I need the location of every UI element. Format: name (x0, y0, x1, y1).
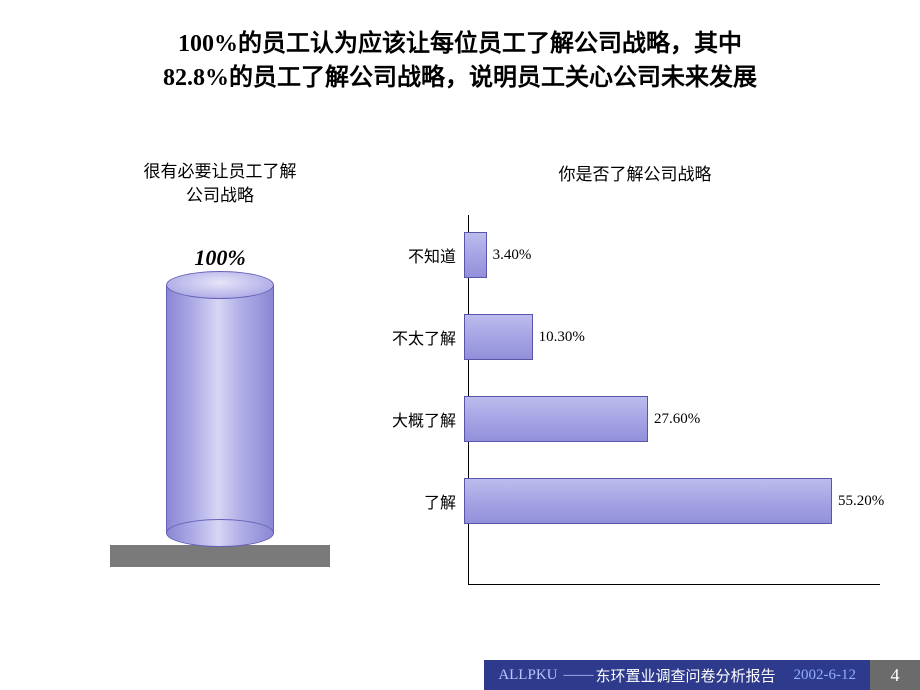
hbar-row: 大概了解 27.60% (380, 389, 890, 449)
hbar-category-label: 不知道 (380, 243, 464, 267)
left-title-line2: 公司战略 (186, 186, 254, 205)
cylinder (166, 257, 274, 561)
hbar-row: 了解 55.20% (380, 471, 890, 531)
footer-report: 东环置业调查问卷分析报告 (595, 665, 775, 686)
footer: ALLPKU —— 东环置业调查问卷分析报告 2002-6-12 4 (484, 660, 920, 690)
charts-area: 很有必要让员工了解 公司战略 100% 你是否了解公司战略 不知道 3.40% 不太… (0, 160, 920, 620)
cylinder-wrap: 100% (130, 245, 310, 585)
left-title-line1: 很有必要让员工了解 (144, 162, 297, 181)
hbar-bar (464, 478, 832, 524)
hbar-value-label: 27.60% (654, 411, 700, 428)
footer-main: ALLPKU —— 东环置业调查问卷分析报告 2002-6-12 (484, 660, 870, 690)
hbar-category-label: 了解 (380, 489, 464, 513)
hbar-row: 不太了解 10.30% (380, 307, 890, 367)
cylinder-body (166, 285, 274, 533)
left-cylinder-chart: 很有必要让员工了解 公司战略 100% (80, 160, 360, 600)
hbar-value-label: 3.40% (493, 247, 532, 264)
cylinder-bottom-ellipse (166, 519, 274, 547)
hbar-bar (464, 396, 648, 442)
right-chart-title: 你是否了解公司战略 (380, 160, 890, 185)
slide: 100%的员工认为应该让每位员工了解公司战略，其中 82.8%的员工了解公司战略… (0, 0, 920, 690)
hbar-value-label: 10.30% (539, 329, 585, 346)
footer-date: 2002-6-12 (794, 667, 857, 684)
right-bar-chart: 你是否了解公司战略 不知道 3.40% 不太了解 10.30% 大概了解 27.60% 了解… (380, 160, 890, 600)
hbar-plot-area: 不知道 3.40% 不太了解 10.30% 大概了解 27.60% 了解 55.20% (380, 215, 890, 595)
cylinder-top-ellipse (166, 271, 274, 299)
hbar-category-label: 不太了解 (380, 325, 464, 349)
footer-separator: —— (563, 667, 593, 684)
hbar-bar (464, 314, 533, 360)
title-line1: 100%的员工认为应该让每位员工了解公司战略，其中 (178, 31, 742, 57)
hbar-value-label: 55.20% (838, 493, 884, 510)
x-axis (468, 584, 880, 585)
footer-brand: ALLPKU (498, 667, 557, 684)
slide-title: 100%的员工认为应该让每位员工了解公司战略，其中 82.8%的员工了解公司战略… (0, 28, 920, 95)
left-chart-title: 很有必要让员工了解 公司战略 (80, 160, 360, 208)
hbar-bar (464, 232, 487, 278)
hbar-row: 不知道 3.40% (380, 225, 890, 285)
title-line2: 82.8%的员工了解公司战略，说明员工关心公司未来发展 (163, 65, 757, 91)
hbar-category-label: 大概了解 (380, 407, 464, 431)
footer-page-number: 4 (870, 660, 920, 690)
